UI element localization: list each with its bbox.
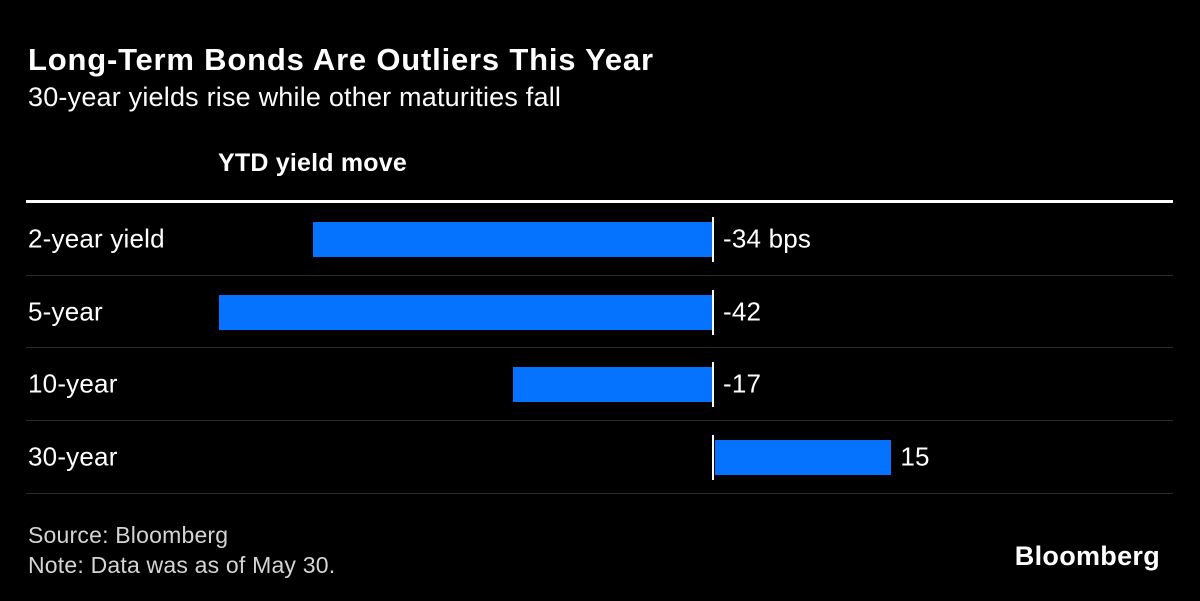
- zero-baseline-tick: [712, 435, 714, 480]
- chart-subtitle: 30-year yields rise while other maturiti…: [28, 82, 562, 112]
- chart-row-30-year: 30-year 15: [26, 421, 1173, 494]
- category-label: 10-year: [28, 368, 118, 399]
- bar-2-year-yield: [313, 222, 713, 257]
- value-label: 15: [900, 441, 930, 472]
- value-label: -34 bps: [723, 223, 812, 254]
- category-label: 5-year: [28, 296, 103, 326]
- value-label: -17: [723, 368, 762, 399]
- bar-30-year: [715, 440, 892, 475]
- source-text: Source: Bloomberg: [28, 522, 229, 548]
- chart-row-2-year: 2-year yield -34 bps: [26, 203, 1173, 276]
- axis-header-label: YTD yield move: [218, 149, 407, 177]
- value-label: -42: [723, 296, 762, 326]
- category-label: 30-year: [28, 441, 118, 472]
- footer-notes: Source: Bloomberg Note: Data was as of M…: [28, 520, 335, 580]
- chart-title: Long-Term Bonds Are Outliers This Year: [28, 42, 654, 77]
- header-rule: [26, 200, 1173, 203]
- zero-baseline-tick: [712, 362, 714, 407]
- bar-chart: 2-year yield -34 bps 5-year -42 10-year …: [26, 203, 1173, 494]
- bloomberg-logo: Bloomberg: [1014, 541, 1160, 571]
- chart-row-10-year: 10-year -17: [26, 348, 1173, 421]
- bar-10-year: [513, 367, 713, 402]
- zero-baseline-tick: [712, 290, 714, 335]
- category-label: 2-year yield: [28, 223, 165, 254]
- bar-5-year: [219, 295, 713, 330]
- zero-baseline-tick: [712, 217, 714, 262]
- chart-row-5-year: 5-year -42: [26, 276, 1173, 348]
- note-text: Note: Data was as of May 30.: [28, 552, 336, 578]
